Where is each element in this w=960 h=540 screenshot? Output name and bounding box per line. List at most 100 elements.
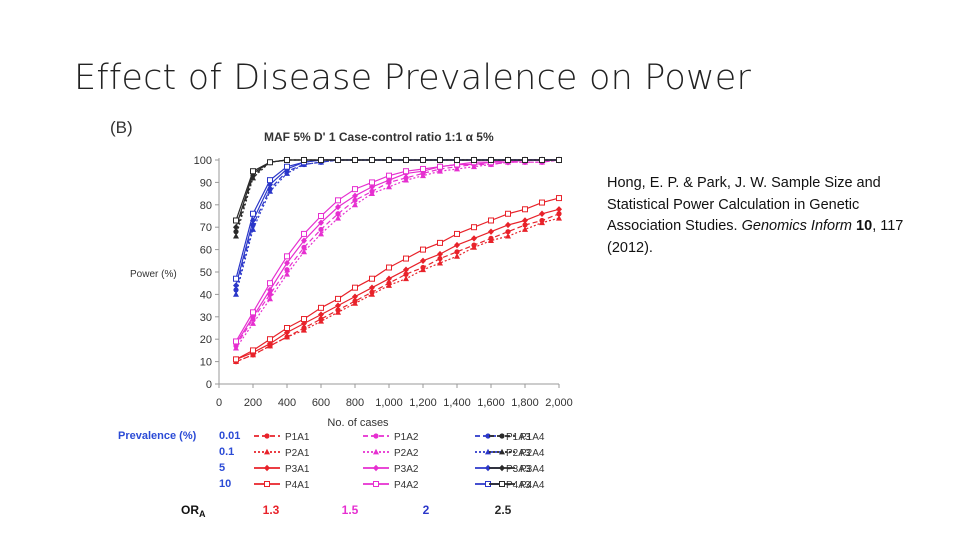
data-point bbox=[420, 157, 426, 163]
data-point bbox=[420, 165, 426, 172]
data-point bbox=[539, 219, 545, 226]
data-point bbox=[352, 186, 358, 193]
legend-prevalence-value: 0.01 bbox=[219, 430, 240, 442]
legend-or-value: 2.5 bbox=[495, 503, 512, 517]
legend-marker bbox=[264, 433, 270, 439]
data-point bbox=[369, 157, 375, 163]
data-point bbox=[454, 241, 460, 249]
data-point bbox=[335, 157, 341, 163]
data-point bbox=[471, 224, 477, 231]
citation: Hong, E. P. & Park, J. W. Sample Size an… bbox=[607, 173, 907, 259]
data-point bbox=[522, 206, 528, 213]
x-tick-label: 400 bbox=[278, 397, 296, 409]
legend-item-p3a2: P3A2 bbox=[363, 464, 419, 475]
data-point bbox=[301, 327, 307, 333]
x-tick-label: 800 bbox=[346, 397, 364, 409]
series-p4a4 bbox=[233, 157, 562, 224]
legend-or-value: 2 bbox=[423, 503, 430, 517]
y-tick-label: 60 bbox=[200, 245, 212, 257]
data-point bbox=[403, 275, 409, 282]
data-point bbox=[488, 228, 494, 235]
legend-item-p2a2: P2A2 bbox=[363, 448, 419, 459]
legend-prevalence-value: 5 bbox=[219, 462, 225, 474]
data-point bbox=[369, 275, 375, 282]
legend-item-p4a2: P4A2 bbox=[363, 480, 419, 491]
legend-prevalence-value: 0.1 bbox=[219, 446, 234, 458]
data-point bbox=[352, 197, 358, 203]
legend-series-label: P1A4 bbox=[520, 432, 545, 443]
legend-item-p2a1: P2A1 bbox=[254, 448, 310, 459]
data-point bbox=[488, 157, 494, 163]
x-tick-label: 0 bbox=[216, 397, 222, 409]
legend-or-label: ORA bbox=[181, 503, 206, 519]
legend-series-label: P4A2 bbox=[394, 480, 419, 491]
data-point bbox=[403, 157, 409, 163]
data-point bbox=[318, 219, 324, 226]
legend-item-p1a4: P1A4 bbox=[489, 432, 545, 443]
data-point bbox=[505, 210, 511, 217]
data-point bbox=[250, 168, 256, 175]
data-point bbox=[233, 291, 239, 297]
data-point bbox=[488, 217, 494, 224]
legend-marker bbox=[485, 433, 491, 439]
data-point bbox=[556, 157, 562, 163]
legend-item-p3a4: P3A4 bbox=[489, 464, 545, 475]
panel-label: (B) bbox=[110, 118, 133, 137]
x-tick-label: 600 bbox=[312, 397, 330, 409]
data-point bbox=[250, 347, 256, 354]
y-tick-label: 90 bbox=[200, 177, 212, 189]
legend-marker bbox=[485, 448, 491, 455]
power-chart: (B) MAF 5% D' 1 Case-control ratio 1:1 α… bbox=[110, 118, 573, 519]
series-p2a4 bbox=[233, 156, 562, 239]
data-point bbox=[556, 211, 562, 217]
x-tick-label: 1,600 bbox=[477, 397, 505, 409]
legend-marker bbox=[373, 481, 379, 487]
data-point bbox=[250, 210, 256, 217]
data-point bbox=[522, 226, 528, 232]
data-point bbox=[267, 286, 273, 294]
y-tick-label: 0 bbox=[206, 379, 212, 391]
legend-series-label: P2A2 bbox=[394, 448, 419, 459]
legend-item-p4a4: P4A4 bbox=[489, 480, 545, 491]
data-point bbox=[522, 157, 528, 163]
data-point bbox=[284, 259, 290, 267]
data-point bbox=[335, 203, 341, 211]
data-point bbox=[267, 291, 273, 297]
data-point bbox=[403, 255, 409, 262]
legend-or-subscript: A bbox=[199, 509, 206, 519]
legend-marker bbox=[373, 448, 379, 455]
y-tick-label: 70 bbox=[200, 222, 212, 234]
legend-item-p3a1: P3A1 bbox=[254, 464, 310, 475]
data-point bbox=[284, 271, 290, 277]
data-point bbox=[267, 159, 273, 166]
legend-series-label: P2A1 bbox=[285, 448, 310, 459]
data-point bbox=[386, 157, 392, 163]
data-point bbox=[488, 237, 494, 244]
series-line bbox=[235, 217, 560, 363]
series-p3a2 bbox=[233, 156, 562, 347]
data-point bbox=[386, 176, 392, 184]
citation-pages-year: , 117 (2012). bbox=[607, 218, 904, 256]
data-point bbox=[556, 215, 562, 221]
x-tick-label: 1,000 bbox=[375, 397, 403, 409]
series-p4a1 bbox=[233, 195, 562, 363]
data-point bbox=[250, 226, 256, 232]
legend-item-p1a1: P1A1 bbox=[254, 432, 310, 443]
legend-marker bbox=[499, 481, 505, 487]
slide-title: Effect of Disease Prevalence on Power bbox=[74, 58, 752, 98]
data-point bbox=[233, 282, 239, 289]
data-point bbox=[539, 210, 545, 217]
legend-series-label: P4A4 bbox=[520, 480, 545, 491]
data-point bbox=[386, 183, 392, 190]
data-point bbox=[369, 179, 375, 186]
data-point bbox=[539, 157, 545, 163]
legend-item-p1a2: P1A2 bbox=[363, 432, 419, 443]
data-point bbox=[318, 157, 324, 163]
data-point bbox=[318, 311, 324, 318]
data-point bbox=[267, 177, 273, 184]
x-tick-label: 2,000 bbox=[545, 397, 573, 409]
data-point bbox=[318, 226, 324, 233]
data-point bbox=[352, 293, 358, 300]
data-point bbox=[420, 266, 426, 273]
data-point bbox=[233, 224, 239, 231]
